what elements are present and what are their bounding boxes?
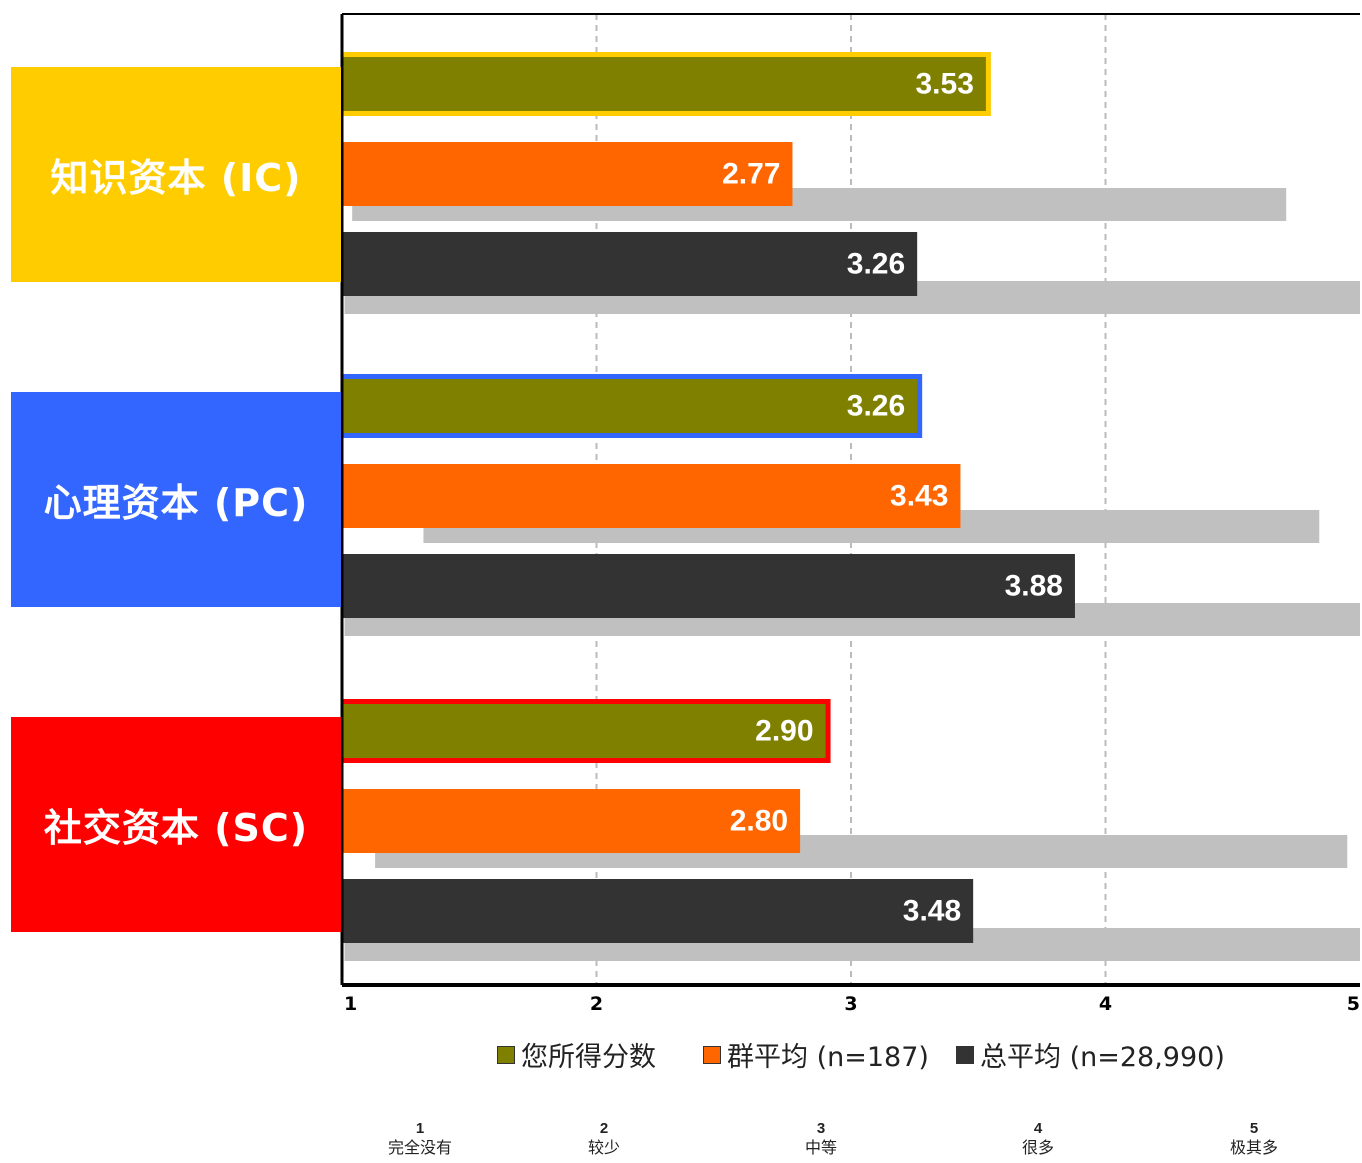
scale-number: 5 [1249,1120,1259,1137]
bar-value-labels: 3.53 2.77 3.26 3.26 3.43 3.88 2.90 2.80 3.48 [722,68,1063,928]
legend-label-group-mean: 群平均 (n=187) [727,1042,929,1073]
category-label-box: 心理资本 (PC) [11,392,341,607]
bar-value-label: 2.80 [730,805,788,838]
scale-item-1: 1 完全没有 [340,1120,500,1159]
score-bar [343,379,918,433]
scale-item-2: 2 较少 [524,1120,684,1159]
category-label: 知识资本 (IC) [50,156,302,200]
group-mean-bar [342,464,961,528]
category-label-box: 社交资本 (SC) [11,717,341,932]
legend-label-score: 您所得分数 [521,1042,656,1073]
scale-label: 很多 [1021,1138,1054,1157]
overall-mean-bar [342,554,1075,618]
bars [341,52,1075,943]
x-tick-label: 2 [590,993,603,1015]
group-mean-bar [342,142,793,206]
category-label-box: 知识资本 (IC) [11,67,341,282]
scale-item-4: 4 很多 [958,1120,1118,1159]
scale-label: 较少 [587,1138,620,1157]
bar-value-label: 3.26 [847,390,905,423]
bar-value-label: 3.43 [890,480,948,513]
scale-label: 极其多 [1229,1138,1278,1157]
score-bar [343,57,986,111]
scale-number: 2 [599,1120,609,1137]
group-mean-bar [342,789,801,853]
category-label: 社交资本 (SC) [43,806,309,850]
legend-swatch-overall-mean [956,1045,974,1064]
x-axis: 1 2 3 4 5 [340,13,1360,1015]
legend-label-overall-mean: 总平均 (n=28,990) [980,1042,1225,1073]
scale-item-5: 5 极其多 [1174,1120,1334,1159]
legend-item-overall-mean: 总平均 (n=28,990) [956,1035,1225,1074]
category-label: 心理资本 (PC) [43,481,309,525]
bar-value-label: 3.88 [1005,570,1063,603]
scale-number: 3 [816,1120,826,1137]
x-tick-label: 4 [1099,993,1112,1015]
score-bar [343,704,826,758]
legend-swatch-score [497,1045,515,1064]
overall-mean-bar [342,879,974,943]
scale-number: 1 [415,1120,425,1137]
scale-label: 中等 [804,1138,837,1157]
legend-swatch-group-mean [703,1045,721,1064]
bar-value-label: 3.53 [915,68,973,101]
x-tick-label: 5 [1347,993,1360,1015]
legend-item-group-mean: 群平均 (n=187) [703,1035,929,1074]
x-tick-label: 1 [344,993,357,1015]
bar-value-label: 3.48 [903,895,961,928]
bar-value-label: 3.26 [847,248,905,281]
overall-mean-bar [342,232,918,296]
legend-item-score: 您所得分数 [497,1035,656,1074]
scale-number: 4 [1033,1120,1043,1137]
scale-item-3: 3 中等 [741,1120,901,1159]
bar-value-label: 2.90 [755,715,813,748]
bar-value-label: 2.77 [722,158,780,191]
scale-label: 完全没有 [387,1138,452,1157]
x-tick-label: 3 [844,993,857,1015]
